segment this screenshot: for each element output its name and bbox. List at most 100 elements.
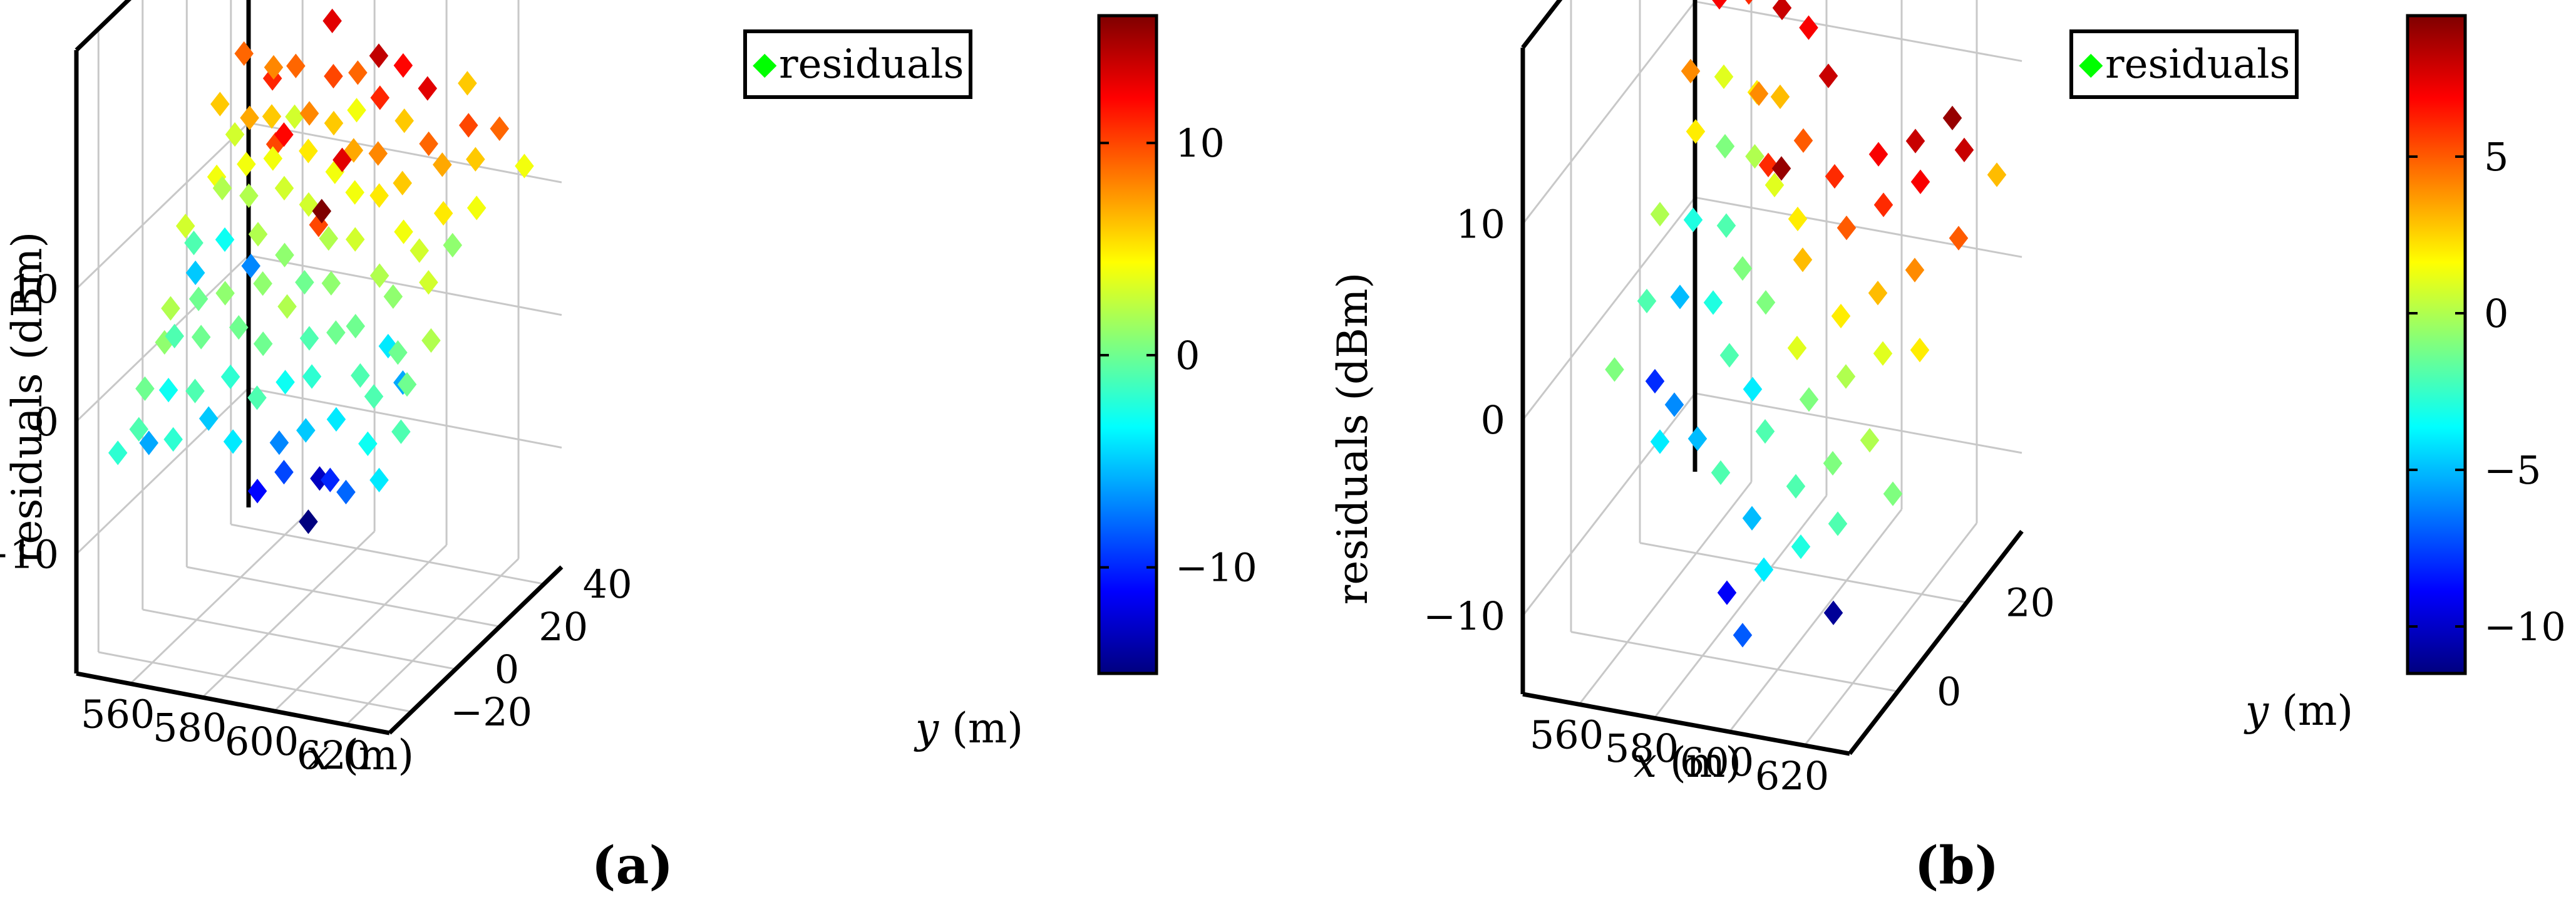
panel-b-data-point <box>1787 335 1807 361</box>
panel-a-data-point <box>351 363 370 388</box>
panel-a-grid-z <box>75 122 250 290</box>
panel-a-data-point <box>161 296 180 321</box>
panel-b-legend-label: residuals <box>2105 41 2290 88</box>
panel-a-data-point <box>264 55 284 80</box>
panel-a-data-point <box>129 417 149 442</box>
panel-b-data-point <box>1873 192 1893 217</box>
panel-b-data-point <box>1831 303 1851 329</box>
panel-a-data-point <box>345 227 365 252</box>
panel-b-x-tick-label: 600 <box>1680 739 1754 785</box>
panel-b-data-point <box>1836 364 1856 389</box>
panel-b-data-point <box>1711 460 1731 486</box>
panel-b-data-point <box>1771 156 1791 181</box>
panel-a-colorbar-tick-label: −10 <box>1175 545 1257 591</box>
panel-a-grid-z <box>75 387 250 555</box>
panel-b-data-point <box>1873 341 1893 366</box>
panel-a-data-point <box>274 175 294 201</box>
panel-b-data-point <box>1905 257 1925 283</box>
panel-a-grid-z <box>248 387 562 449</box>
panel-a-data-point <box>275 242 294 268</box>
panel-b-data-point <box>1823 600 1843 625</box>
panel-b-data-point <box>1755 418 1775 444</box>
panel-a-data-point <box>263 146 283 171</box>
panel-a-data-point <box>108 440 128 465</box>
panel-a-z-tick-label: −10 <box>0 531 59 577</box>
panel-a-data-point <box>302 364 322 389</box>
panel-b-data-point <box>1714 64 1734 90</box>
panel-a-data-point <box>369 183 389 208</box>
panel-a-data-point <box>229 314 249 340</box>
panel-a-grid-y <box>98 651 412 713</box>
panel-b-data-point <box>1687 426 1708 451</box>
panel-b-data-point <box>1905 128 1925 153</box>
panel-b-data-point <box>1942 105 1962 131</box>
panel-a-axis-edge <box>388 565 564 735</box>
panel-a-data-point <box>274 460 294 485</box>
panel-b-grid-x <box>1578 481 1753 705</box>
panel-a-data-point <box>248 222 268 247</box>
panel-a-data-point <box>391 419 411 444</box>
panel-a-data-point <box>299 509 318 534</box>
panel-a-grid-z <box>248 122 562 184</box>
panel-a-data-point <box>253 331 273 356</box>
panel-b-grid-z <box>1522 197 1696 421</box>
panel-a-data-point <box>253 271 272 296</box>
panel-b-data-point <box>1645 368 1665 394</box>
panel-a-data-point <box>326 407 346 432</box>
panel-a-grid-x <box>202 531 376 699</box>
panel-b-z-tick-label: 10 <box>1456 201 1505 247</box>
panel-b-grid-x <box>1653 495 1828 719</box>
panel-a-data-point <box>433 152 452 177</box>
panel-a-data-point <box>262 104 282 129</box>
panel-a-data-point <box>299 101 319 126</box>
panel-a-data-point <box>165 323 184 349</box>
panel-b-data-point <box>1837 216 1857 241</box>
panel-b-x-tick-label: 580 <box>1605 725 1679 771</box>
panel-a-x-tick-label: 600 <box>225 719 299 764</box>
panel-a-colorbar-gradient <box>1097 14 1158 675</box>
panel-a-y-tick-label: −20 <box>450 689 532 735</box>
panel-b-data-point <box>1860 428 1880 453</box>
panel-b-data-point <box>1788 206 1808 232</box>
panel-a-y-tick-label: 0 <box>495 647 519 692</box>
panel-b-data-point <box>1754 557 1774 583</box>
panel-b-data-point <box>1742 506 1762 531</box>
panel-a-data-point <box>247 385 267 410</box>
panel-a-data-point <box>163 427 183 452</box>
panel-a-grid-y <box>230 523 545 585</box>
panel-a-data-point <box>393 170 412 195</box>
panel-a-data-point <box>234 41 254 66</box>
panel-a-data-point <box>240 105 259 130</box>
panel-a-data-point <box>185 260 205 286</box>
panel-a-data-point <box>443 232 463 257</box>
panel-a-data-point <box>515 153 534 179</box>
panel-b-data-point <box>1712 0 1727 10</box>
panel-a-data-point <box>332 147 352 172</box>
panel-b-grid-y <box>1639 542 1967 604</box>
panel-a-data-point <box>394 108 414 133</box>
panel-b-data-point <box>1818 63 1838 88</box>
panel-b-data-point <box>1664 392 1684 417</box>
panel-a-data-point <box>419 131 438 157</box>
panel-a-x-tick-label: 560 <box>81 691 155 737</box>
panel-a-data-point <box>175 214 195 239</box>
panel-b-grid-y <box>1570 631 1899 693</box>
panel-a-data-point <box>188 286 209 311</box>
panel-a-data-point <box>364 384 384 409</box>
panel-a-data-point <box>237 152 256 177</box>
panel-b-colorbar-tick-label: −5 <box>2484 447 2541 493</box>
panel-b-legend-marker: ◆ <box>2079 45 2103 81</box>
panel-b-y-tick-label: 20 <box>2006 580 2055 626</box>
panel-a-y-tick-label: 20 <box>538 604 588 650</box>
panel-a-data-point <box>358 431 378 456</box>
panel-b-data-point <box>1745 0 1753 5</box>
panel-a-x-tick-label: 620 <box>297 732 371 778</box>
panel-a-data-point <box>215 227 235 252</box>
panel-a-data-point <box>421 328 441 353</box>
panel-b-y-axis-label: y (m) <box>2244 687 2353 735</box>
panel-b-data-point <box>1883 481 1903 506</box>
panel-a-data-point <box>397 371 417 397</box>
panel-a-label: (a) <box>592 836 674 896</box>
